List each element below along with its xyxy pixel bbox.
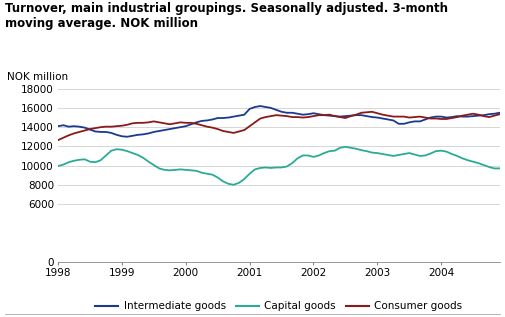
Consumer goods — [449, 116, 455, 120]
Text: Turnover, main industrial groupings. Seasonally adjusted. 3-month
moving average: Turnover, main industrial groupings. Sea… — [5, 2, 448, 29]
Intermediate goods — [124, 135, 130, 139]
Line: Consumer goods: Consumer goods — [58, 112, 505, 140]
Capital goods — [55, 164, 61, 168]
Consumer goods — [55, 138, 61, 142]
Consumer goods — [369, 110, 375, 114]
Line: Intermediate goods: Intermediate goods — [58, 93, 505, 137]
Intermediate goods — [55, 124, 61, 128]
Intermediate goods — [119, 134, 125, 138]
Capital goods — [135, 153, 141, 157]
Consumer goods — [156, 120, 162, 124]
Capital goods — [119, 148, 125, 152]
Line: Capital goods: Capital goods — [58, 147, 505, 185]
Capital goods — [454, 154, 460, 158]
Text: NOK million: NOK million — [7, 72, 68, 82]
Consumer goods — [119, 124, 125, 128]
Intermediate goods — [140, 133, 146, 136]
Capital goods — [156, 166, 162, 170]
Intermediate goods — [401, 122, 407, 126]
Intermediate goods — [305, 112, 311, 116]
Intermediate goods — [162, 128, 168, 132]
Legend: Intermediate goods, Capital goods, Consumer goods: Intermediate goods, Capital goods, Consu… — [95, 301, 463, 311]
Consumer goods — [300, 116, 306, 120]
Capital goods — [342, 145, 348, 149]
Consumer goods — [135, 121, 141, 125]
Consumer goods — [401, 115, 407, 119]
Capital goods — [406, 151, 412, 155]
Capital goods — [305, 153, 311, 157]
Capital goods — [231, 183, 237, 187]
Intermediate goods — [449, 115, 455, 119]
